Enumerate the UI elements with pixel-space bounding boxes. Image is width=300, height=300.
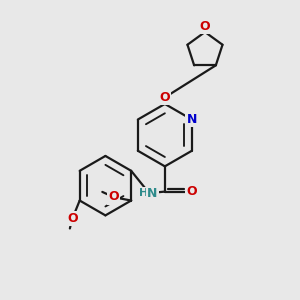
- Text: N: N: [187, 113, 197, 126]
- Text: O: O: [67, 212, 78, 225]
- Text: O: O: [186, 185, 197, 198]
- Text: O: O: [108, 190, 119, 203]
- Text: N: N: [147, 187, 157, 200]
- Text: O: O: [200, 20, 210, 33]
- Text: O: O: [160, 91, 170, 104]
- Text: H: H: [140, 188, 149, 198]
